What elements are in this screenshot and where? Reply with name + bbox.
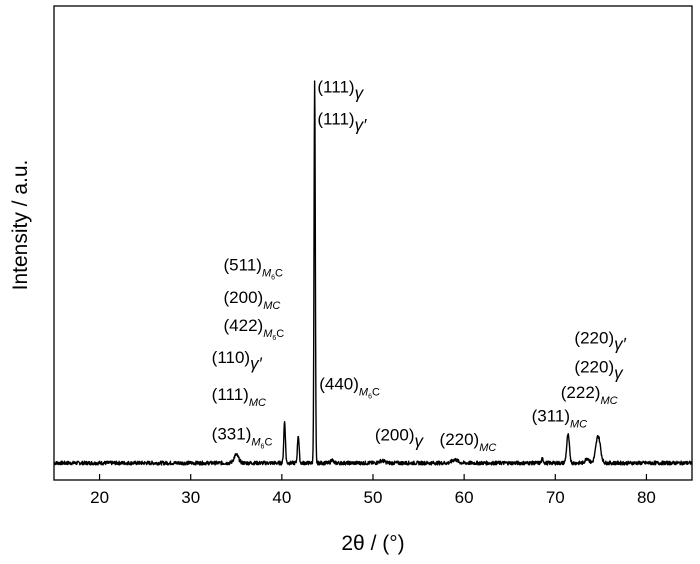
peak-label-0: (111)γ xyxy=(317,78,364,103)
peak-label-7: (440)M6C xyxy=(319,374,380,400)
peak-label-3: (200)MC xyxy=(224,288,281,312)
x-tick-label-60: 60 xyxy=(455,488,474,507)
peak-label-6: (111)MC xyxy=(212,385,266,409)
peak-label-14: (220)γ′ xyxy=(574,328,626,353)
peak-label-12: (222)MC xyxy=(561,383,618,407)
x-axis-title: 2θ / (°) xyxy=(341,532,404,555)
x-tick-labels: 20 30 40 50 60 70 80 xyxy=(90,488,656,507)
x-ticks xyxy=(98,474,648,480)
peak-label-1: (111)γ′ xyxy=(317,110,367,135)
peak-label-10: (220)MC xyxy=(440,430,497,454)
peak-annotations: (111)γ (111)γ′ (511)M6C (200)MC (422)M6C (110… xyxy=(212,78,627,454)
x-tick-label-80: 80 xyxy=(637,488,656,507)
plot-frame xyxy=(53,5,693,481)
peak-label-13: (220)γ xyxy=(574,357,624,382)
x-tick-label-50: 50 xyxy=(364,488,383,507)
x-tick-label-40: 40 xyxy=(272,488,291,507)
peak-label-9: (200)γ xyxy=(375,425,425,450)
y-axis-title: Intensity / a.u. xyxy=(9,160,32,291)
peak-label-11: (311)MC xyxy=(532,407,588,431)
peak-label-2: (511)M6C xyxy=(224,255,284,281)
peak-label-4: (422)M6C xyxy=(224,316,285,342)
x-tick-label-20: 20 xyxy=(90,488,109,507)
x-tick-label-70: 70 xyxy=(546,488,565,507)
x-tick-label-30: 30 xyxy=(181,488,200,507)
diffraction-pattern-line xyxy=(53,80,693,466)
peak-label-5: (110)γ′ xyxy=(212,348,263,373)
peak-label-8: (331)M6C xyxy=(212,424,273,450)
